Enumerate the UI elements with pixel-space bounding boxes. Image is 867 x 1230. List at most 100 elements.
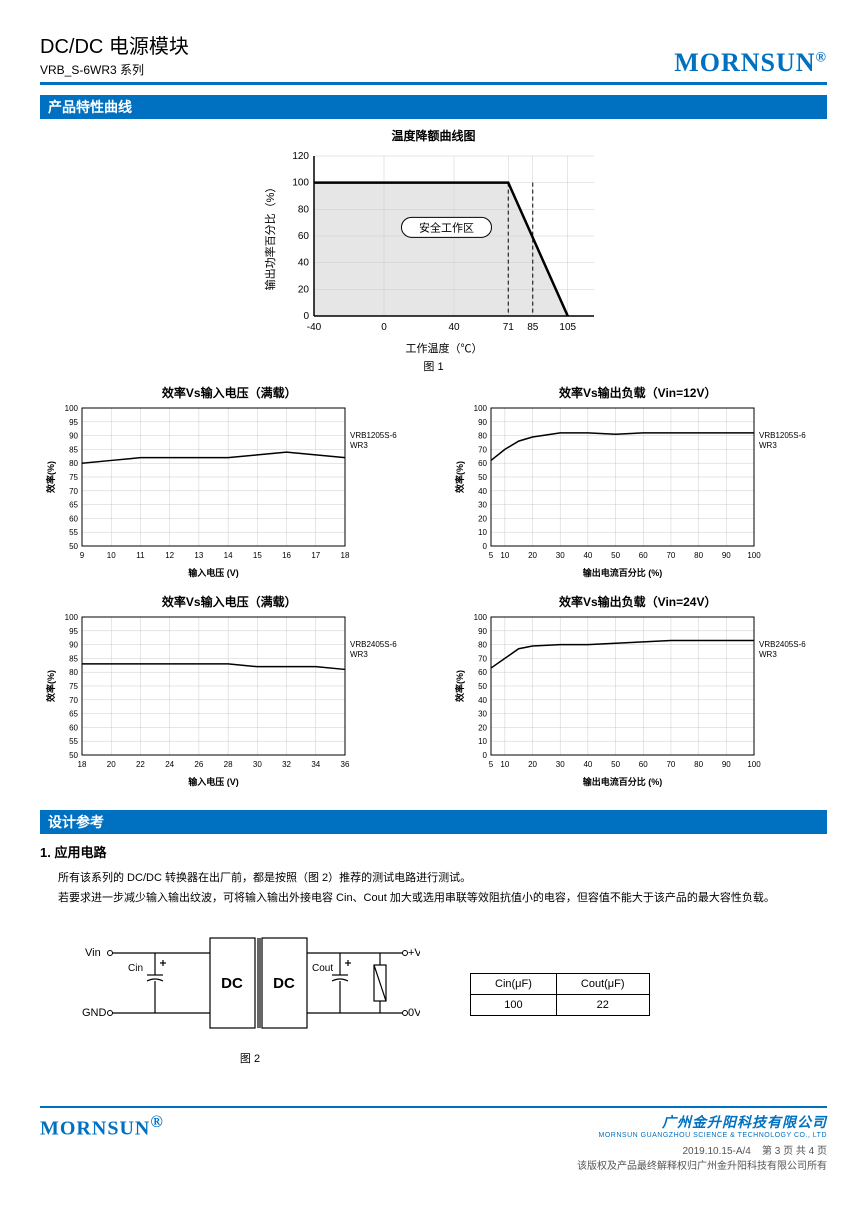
svg-text:80: 80 — [478, 641, 487, 650]
footer-bottom: 2019.10.15-A/4 第 3 页 共 4 页 该版权及产品最终解释权归广… — [40, 1144, 827, 1174]
svg-text:18: 18 — [341, 551, 350, 560]
svg-text:100: 100 — [747, 760, 761, 769]
svg-text:50: 50 — [478, 473, 487, 482]
svg-text:90: 90 — [69, 432, 78, 441]
svg-text:36: 36 — [341, 760, 350, 769]
svg-text:26: 26 — [194, 760, 203, 769]
brand-reg: ® — [816, 50, 827, 65]
para1: 所有该系列的 DC/DC 转换器在出厂前，都是按照（图 2）推荐的测试电路进行测… — [58, 872, 471, 884]
svg-text:输出功率百分比（%）: 输出功率百分比（%） — [263, 182, 277, 291]
svg-text:Cout: Cout — [312, 963, 333, 974]
svg-text:0: 0 — [482, 751, 487, 760]
svg-text:24: 24 — [165, 760, 174, 769]
svg-text:60: 60 — [638, 760, 647, 769]
svg-text:95: 95 — [69, 627, 78, 636]
svg-text:50: 50 — [611, 551, 620, 560]
svg-text:120: 120 — [292, 151, 309, 162]
chart-c-wrap: 效率Vs输入电压（满载） 505560657075808590951001820… — [40, 593, 419, 792]
svg-text:0: 0 — [303, 311, 309, 322]
svg-text:10: 10 — [500, 760, 509, 769]
svg-text:WR3: WR3 — [759, 650, 777, 659]
svg-text:75: 75 — [69, 473, 78, 482]
svg-text:70: 70 — [478, 445, 487, 454]
svg-text:WR3: WR3 — [350, 650, 368, 659]
svg-text:100: 100 — [747, 551, 761, 560]
td-cout: 22 — [556, 994, 649, 1015]
svg-text:55: 55 — [69, 737, 78, 746]
circuit-row: VinGNDCinDCDC+Vo0VCout 图 2 Cin(μF) Cout(… — [80, 923, 827, 1066]
th-cout: Cout(μF) — [556, 973, 649, 994]
svg-text:60: 60 — [69, 723, 78, 732]
svg-text:34: 34 — [311, 760, 320, 769]
svg-text:20: 20 — [107, 760, 116, 769]
svg-text:85: 85 — [69, 654, 78, 663]
footer-date: 2019.10.15-A/4 — [682, 1146, 750, 1157]
svg-text:效率(%): 效率(%) — [45, 461, 56, 493]
chart-a-title: 效率Vs输入电压（满载） — [40, 384, 419, 401]
design-item1: 1. 应用电路 — [40, 842, 827, 861]
svg-text:输入电压 (V): 输入电压 (V) — [188, 567, 239, 578]
company-cn: 广州金升阳科技有限公司 — [599, 1112, 827, 1132]
svg-text:40: 40 — [583, 760, 592, 769]
design-paragraph: 所有该系列的 DC/DC 转换器在出厂前，都是按照（图 2）推荐的测试电路进行测… — [58, 869, 827, 909]
svg-text:70: 70 — [69, 696, 78, 705]
title-sub: VRB_S-6WR3 系列 — [40, 61, 189, 78]
svg-text:10: 10 — [478, 528, 487, 537]
svg-text:95: 95 — [69, 418, 78, 427]
svg-text:32: 32 — [282, 760, 291, 769]
svg-text:60: 60 — [638, 551, 647, 560]
svg-text:60: 60 — [478, 668, 487, 677]
section-design: 设计参考 — [40, 810, 827, 834]
svg-text:90: 90 — [69, 641, 78, 650]
circuit-caption: 图 2 — [80, 1050, 420, 1066]
derating-title: 温度降额曲线图 — [391, 127, 475, 144]
svg-text:20: 20 — [478, 723, 487, 732]
svg-text:90: 90 — [721, 551, 730, 560]
svg-text:效率(%): 效率(%) — [45, 670, 56, 702]
svg-text:85: 85 — [527, 322, 539, 333]
circuit-diagram-wrap: VinGNDCinDCDC+Vo0VCout 图 2 — [80, 923, 420, 1066]
svg-text:-40: -40 — [306, 322, 321, 333]
svg-text:40: 40 — [297, 258, 309, 269]
chart-a-wrap: 效率Vs输入电压（满载） 505560657075808590951009101… — [40, 384, 419, 583]
svg-text:60: 60 — [297, 231, 309, 242]
svg-text:VRB2405S-6: VRB2405S-6 — [350, 640, 397, 649]
svg-text:10: 10 — [500, 551, 509, 560]
svg-text:WR3: WR3 — [759, 441, 777, 450]
svg-text:输出电流百分比 (%): 输出电流百分比 (%) — [582, 776, 662, 787]
derating-chart-wrap: 温度降额曲线图 020406080100120-400407185105安全工作… — [40, 127, 827, 374]
svg-text:75: 75 — [69, 682, 78, 691]
svg-text:60: 60 — [69, 514, 78, 523]
svg-text:80: 80 — [297, 204, 309, 215]
svg-text:0: 0 — [482, 542, 487, 551]
chart-c: 5055606570758085909510018202224262830323… — [40, 612, 410, 787]
svg-text:Vin: Vin — [85, 947, 101, 959]
svg-text:90: 90 — [478, 418, 487, 427]
svg-text:工作温度（℃）: 工作温度（℃） — [405, 341, 482, 355]
svg-text:71: 71 — [502, 322, 514, 333]
svg-text:90: 90 — [721, 760, 730, 769]
footer-company: 广州金升阳科技有限公司 MORNSUN GUANGZHOU SCIENCE & … — [599, 1112, 827, 1139]
svg-text:100: 100 — [473, 404, 487, 413]
svg-text:100: 100 — [292, 178, 309, 189]
circuit-diagram: VinGNDCinDCDC+Vo0VCout — [80, 923, 420, 1043]
svg-text:10: 10 — [107, 551, 116, 560]
svg-text:30: 30 — [555, 551, 564, 560]
brand-logo: MORNSUN® — [674, 48, 827, 78]
svg-text:13: 13 — [194, 551, 203, 560]
svg-text:Cin: Cin — [128, 963, 143, 974]
svg-text:10: 10 — [478, 737, 487, 746]
svg-text:50: 50 — [69, 751, 78, 760]
chart-b-wrap: 效率Vs输出负载（Vin=12V） 0102030405060708090100… — [449, 384, 828, 583]
header-titles: DC/DC 电源模块 VRB_S-6WR3 系列 — [40, 30, 189, 78]
efficiency-charts-grid: 效率Vs输入电压（满载） 505560657075808590951009101… — [40, 384, 827, 792]
svg-text:20: 20 — [297, 284, 309, 295]
svg-text:11: 11 — [136, 551, 145, 560]
svg-text:0: 0 — [381, 322, 387, 333]
table-data-row: 100 22 — [471, 994, 650, 1015]
svg-text:17: 17 — [311, 551, 320, 560]
derating-chart: 020406080100120-400407185105安全工作区工作温度（℃）… — [254, 146, 614, 356]
svg-text:50: 50 — [478, 682, 487, 691]
svg-text:65: 65 — [69, 710, 78, 719]
svg-text:70: 70 — [666, 551, 675, 560]
